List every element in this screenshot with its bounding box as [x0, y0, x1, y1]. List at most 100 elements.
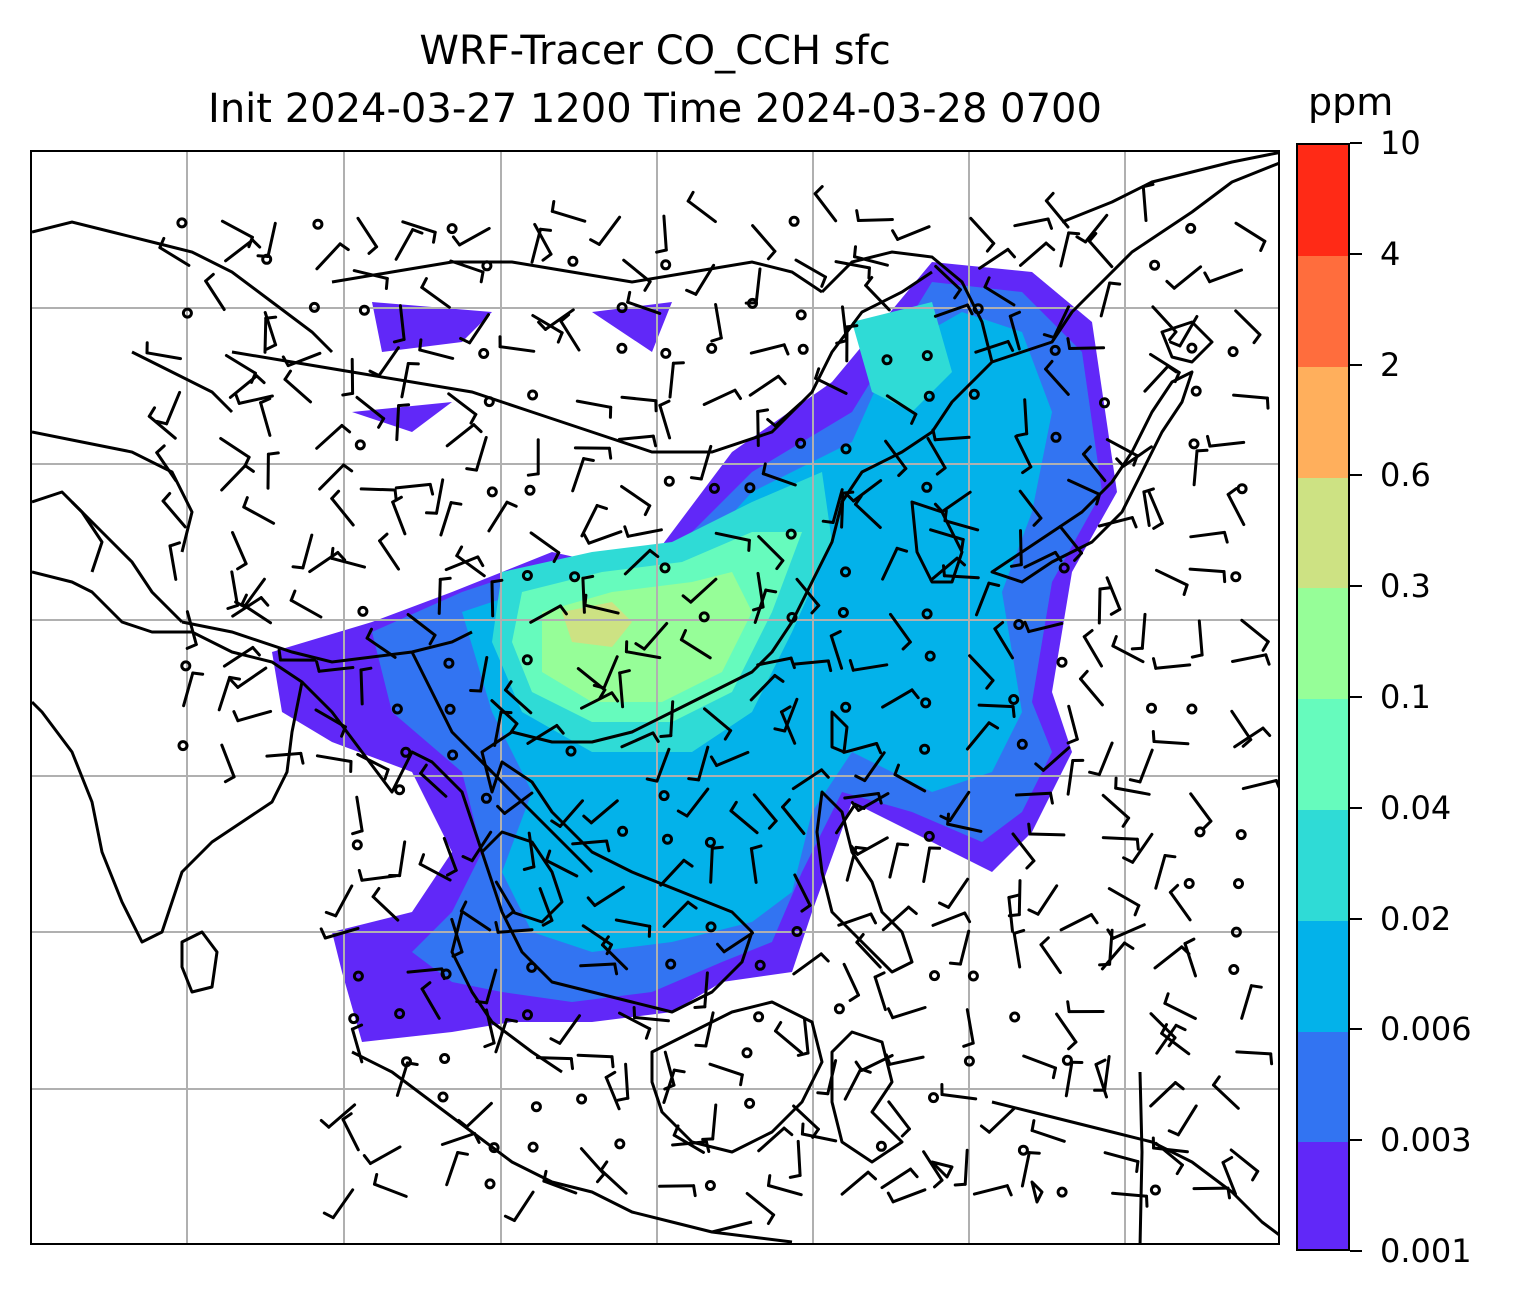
wind-barb-shaft — [940, 1093, 978, 1101]
coastline-borneo — [650, 1000, 824, 1154]
wind-barb-feather — [161, 492, 172, 503]
wind-barb-shaft — [449, 259, 485, 274]
wind-barb-feather — [800, 903, 812, 913]
colorbar-tick-label: 4 — [1380, 234, 1401, 273]
wind-barb-feather — [505, 500, 518, 508]
wind-barb-feather — [1053, 550, 1063, 563]
wind-barb-feather — [1141, 182, 1155, 189]
wind-barb-feather — [1025, 859, 1036, 870]
border-laos-vietnam — [470, 750, 594, 874]
calm-wind-circle — [616, 302, 628, 314]
wind-barb-feather — [504, 909, 516, 920]
calm-wind-circle — [1190, 385, 1202, 397]
wind-barb-shaft — [1013, 217, 1050, 228]
wind-barb-shaft — [813, 192, 838, 223]
wind-barb-shaft — [626, 528, 663, 538]
wind-barb-feather — [456, 1151, 469, 1156]
wind-barb-shaft — [748, 374, 780, 397]
wind-barb-feather — [1163, 992, 1170, 1005]
calm-wind-circle — [567, 255, 579, 267]
wind-barb-feather — [1160, 1023, 1168, 1035]
wind-barb-feather — [461, 855, 474, 863]
wind-barb-feather — [844, 492, 855, 503]
wind-barb-shaft — [240, 602, 272, 625]
wind-barb-feather — [1021, 465, 1033, 475]
wind-barb-shaft — [512, 1190, 535, 1222]
wind-barb-feather — [709, 755, 719, 767]
wind-barb-shaft — [1059, 913, 1093, 932]
colorbar-band-2 — [1298, 920, 1348, 1032]
wind-barb-shaft — [781, 805, 806, 835]
wind-barb-shaft — [398, 840, 407, 878]
wind-barb-feather — [1142, 487, 1155, 494]
calm-wind-circle — [352, 970, 364, 982]
wind-barb-shaft — [929, 528, 965, 542]
colorbar-band-3 — [1298, 809, 1348, 921]
wind-barb-shaft — [445, 423, 476, 448]
wind-barb-feather — [854, 845, 868, 851]
wind-barb-feather — [283, 369, 292, 381]
wind-barb-feather — [848, 659, 855, 672]
calm-wind-circle — [1228, 964, 1240, 975]
wind-barb-shaft — [1022, 1054, 1057, 1070]
calm-wind-circle — [706, 342, 718, 354]
wind-barb-feather — [845, 324, 859, 329]
wind-barb-feather — [800, 1122, 805, 1136]
calm-wind-circle — [741, 1047, 753, 1059]
calm-wind-circle — [521, 654, 533, 666]
wind-barb-feather — [854, 494, 863, 506]
wind-barb-feather — [541, 252, 553, 262]
wind-barb-feather — [586, 896, 597, 907]
wind-barb-shaft — [972, 1184, 1009, 1196]
wind-barb-feather — [1079, 669, 1089, 681]
wind-barb-shaft — [773, 401, 803, 428]
plume-level-0.001-north — [352, 302, 672, 432]
wind-barb-feather — [979, 1124, 991, 1134]
calm-wind-circle — [312, 218, 324, 230]
wind-barb-shaft — [1172, 265, 1203, 290]
wind-barb-feather — [1249, 984, 1263, 989]
colorbar-tick-label: 0.3 — [1380, 567, 1431, 606]
calm-wind-circle — [391, 703, 403, 715]
calm-wind-circle — [754, 959, 766, 971]
wind-barb-feather — [1135, 1160, 1140, 1173]
wind-barb-shaft — [1019, 241, 1048, 267]
wind-barb-shaft — [315, 424, 344, 450]
wind-barb-shaft — [1189, 792, 1213, 823]
plume-level-0.1 — [542, 572, 752, 702]
wind-barb-feather — [168, 541, 181, 548]
wind-barb-shaft — [217, 675, 232, 712]
calm-wind-circle — [924, 650, 936, 662]
wind-barb-feather — [457, 1119, 469, 1129]
calm-wind-circle — [447, 749, 459, 761]
wind-barb-shaft — [975, 581, 991, 617]
wind-barb-shaft — [749, 847, 758, 884]
wind-barb-shaft — [224, 354, 257, 375]
wind-barb-shaft — [780, 710, 797, 745]
wind-barb-shaft — [1155, 1023, 1178, 1055]
calm-wind-circle — [659, 562, 671, 574]
wind-barb-shaft — [1023, 550, 1057, 569]
calm-wind-circle — [1186, 703, 1198, 715]
calm-wind-circle — [181, 307, 193, 319]
wind-barb-shaft — [880, 1167, 912, 1190]
wind-barb-feather — [1206, 434, 1212, 448]
wind-barb-shaft — [468, 313, 490, 345]
wind-barb-shaft — [699, 444, 713, 481]
wind-barb-feather — [1042, 333, 1056, 339]
wind-barb-shaft — [853, 255, 889, 267]
wind-barb-shaft — [655, 747, 671, 783]
colorbar-tick-mark — [1350, 474, 1362, 477]
wind-barb-feather — [816, 1091, 830, 1096]
wind-barb-shaft — [589, 799, 619, 825]
wind-barb-shaft — [1147, 490, 1164, 525]
wind-barb-feather — [960, 538, 965, 551]
wind-barb-shaft — [686, 199, 717, 224]
coastline-java — [711, 1230, 793, 1243]
wind-barb-shaft — [714, 303, 723, 340]
wind-barb-shaft — [1052, 305, 1070, 339]
wind-barb-feather — [420, 277, 428, 289]
colorbar-tick-label: 0.1 — [1380, 678, 1431, 716]
wind-barb-shaft — [576, 1053, 614, 1059]
wind-barb-feather — [651, 731, 660, 743]
